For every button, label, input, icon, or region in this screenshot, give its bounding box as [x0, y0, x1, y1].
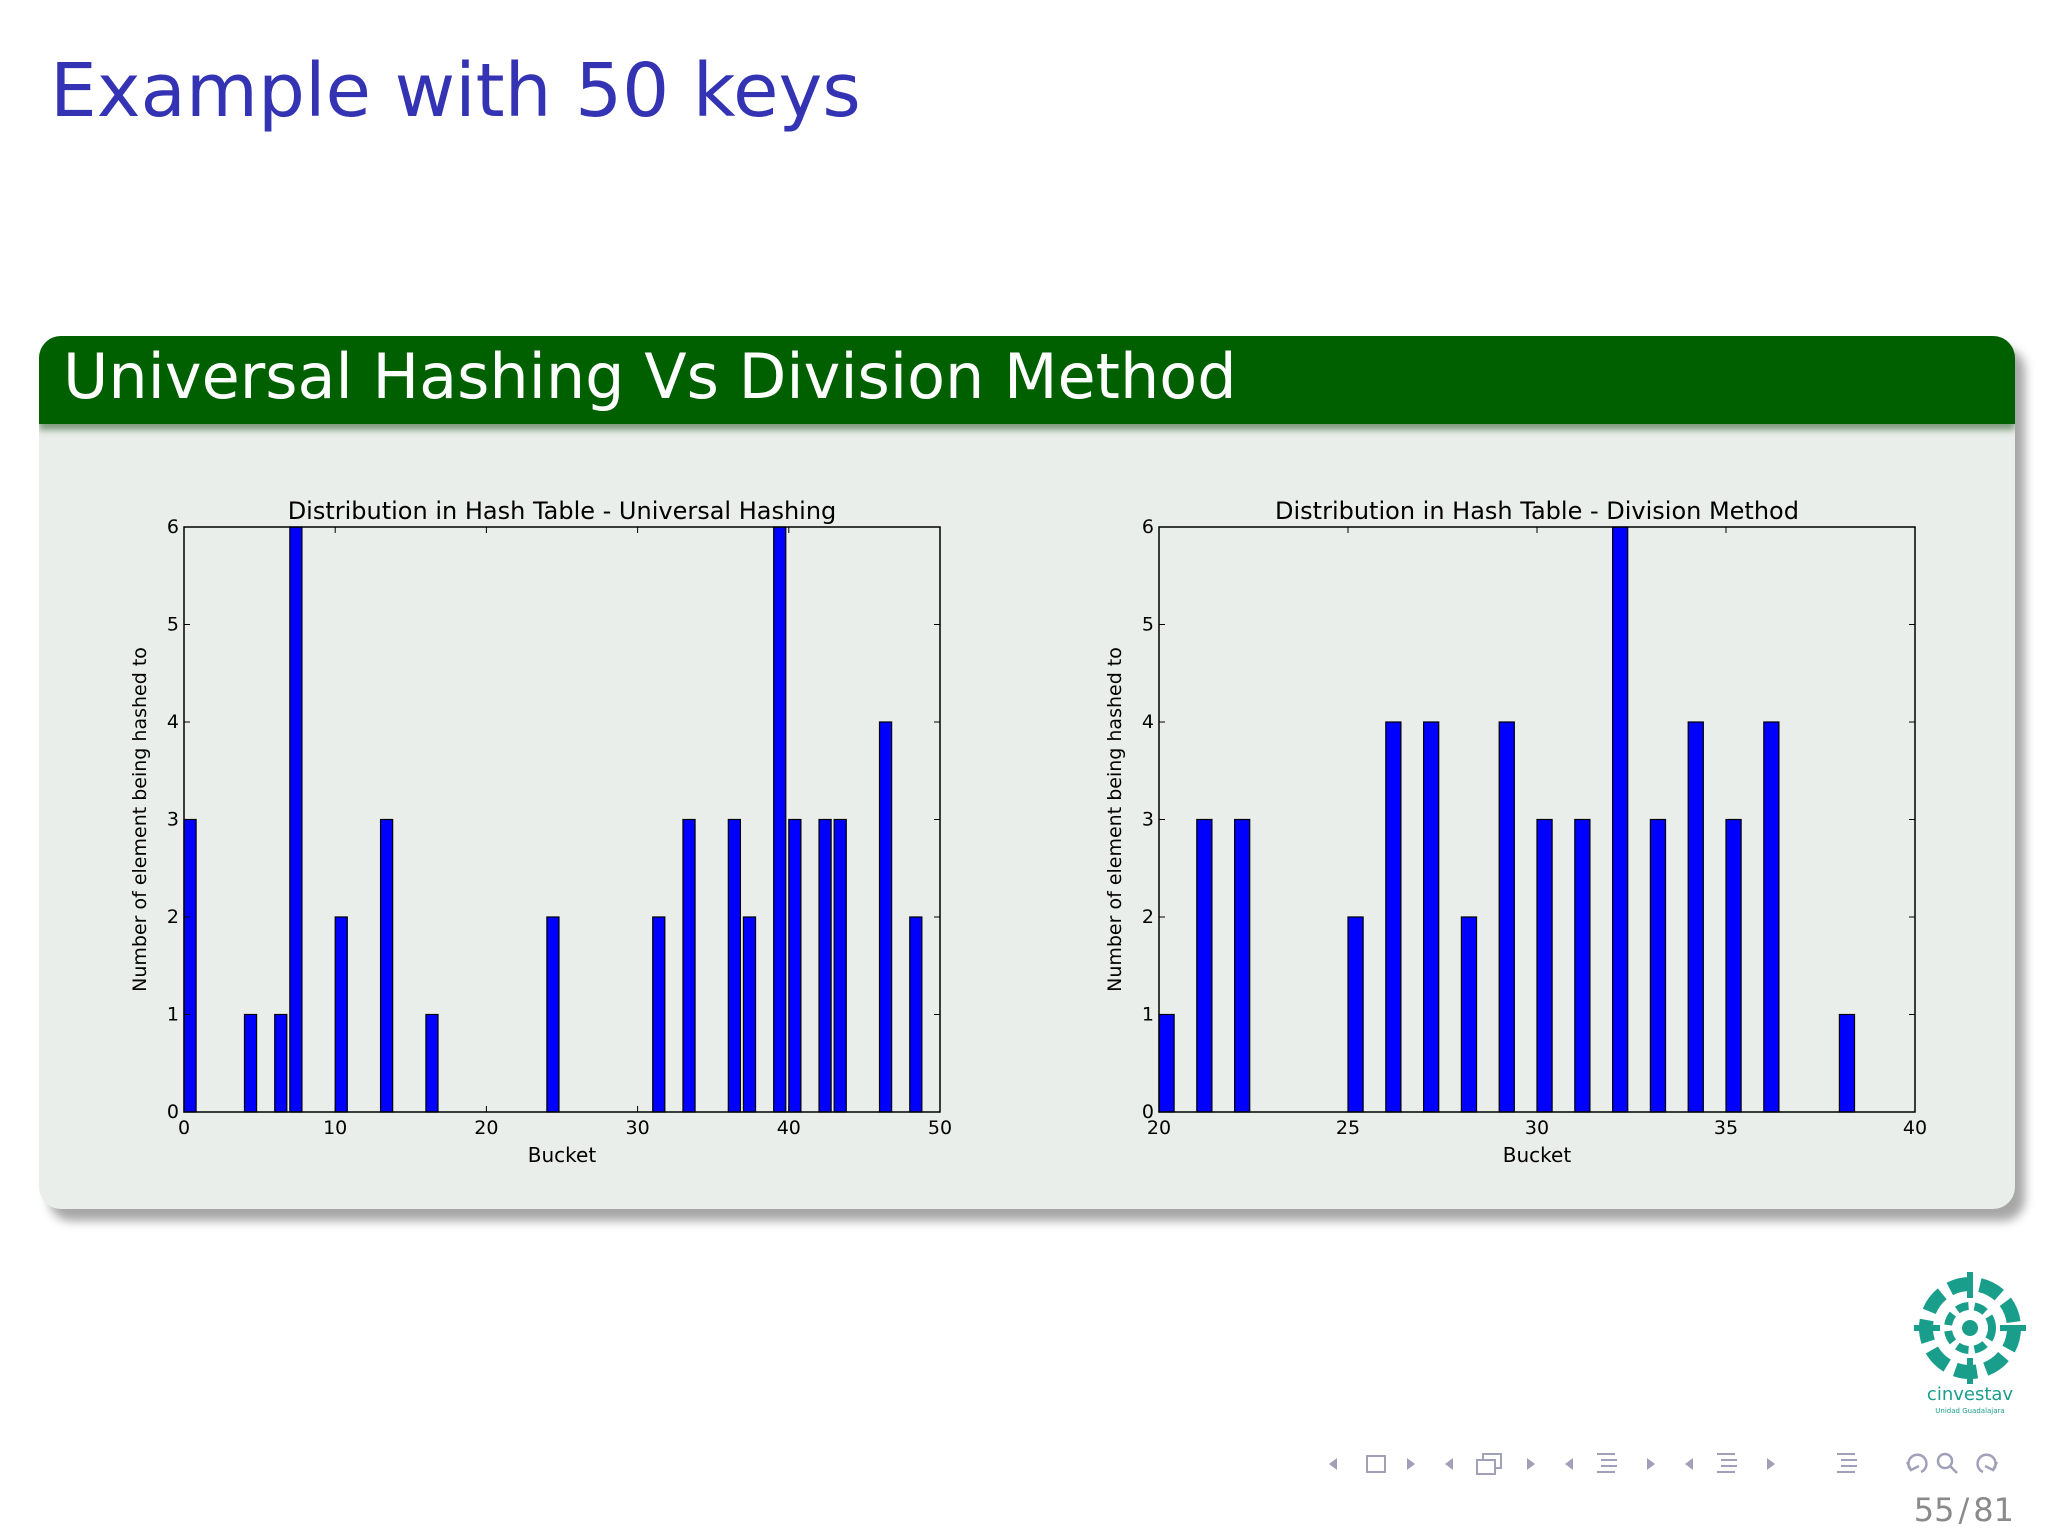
nav-doc-group[interactable] [1685, 1453, 1775, 1473]
nav-search-icon[interactable] [1936, 1452, 1958, 1474]
nav-section-icon[interactable] [1597, 1453, 1617, 1473]
page-current: 55 [1913, 1491, 1955, 1529]
block-title: Universal Hashing Vs Division Method [63, 340, 1237, 413]
nav-doc-next-icon[interactable] [1767, 1458, 1775, 1470]
nav-subsection-next-icon[interactable] [1527, 1458, 1535, 1470]
nav-frame-next-icon[interactable] [1407, 1458, 1415, 1470]
page-number: 55/81 [1912, 1491, 2016, 1529]
block-header: Universal Hashing Vs Division Method [39, 336, 2015, 424]
nav-frame-group[interactable] [1329, 1455, 1415, 1473]
cinvestav-logo: cinvestav Unidad Guadalajara [1914, 1272, 2026, 1415]
logo-emblem-icon [1914, 1272, 2026, 1384]
page-total: 81 [1973, 1491, 2014, 1529]
logo-text: cinvestav [1927, 1384, 2013, 1405]
nav-back-icon[interactable] [1905, 1453, 1928, 1474]
nav-doc-icon[interactable] [1717, 1453, 1737, 1473]
beamer-navigation [1329, 1452, 1999, 1475]
nav-subsection-prev-icon[interactable] [1445, 1458, 1453, 1470]
nav-section-group[interactable] [1565, 1453, 1655, 1473]
nav-outline-icon[interactable] [1837, 1453, 1857, 1473]
slide-title: Example with 50 keys [50, 48, 861, 134]
nav-frame-prev-icon[interactable] [1329, 1458, 1337, 1470]
nav-subsection-group[interactable] [1445, 1453, 1535, 1475]
block: Universal Hashing Vs Division Method [39, 336, 2015, 1209]
nav-section-prev-icon[interactable] [1565, 1458, 1573, 1470]
logo-subtext: Unidad Guadalajara [1935, 1407, 2004, 1415]
nav-section-next-icon[interactable] [1647, 1458, 1655, 1470]
nav-forward-icon[interactable] [1976, 1453, 1999, 1474]
nav-frame-icon[interactable] [1366, 1455, 1386, 1473]
page-separator: / [1958, 1491, 1970, 1529]
nav-doc-prev-icon[interactable] [1685, 1458, 1693, 1470]
